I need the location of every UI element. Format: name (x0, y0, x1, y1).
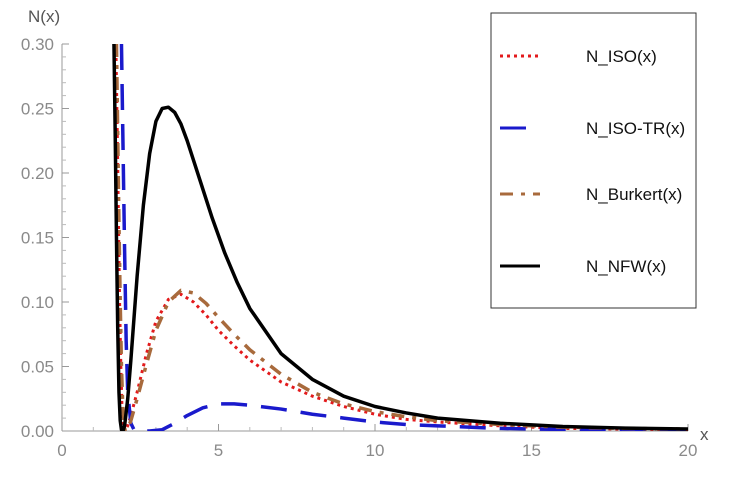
x-tick-label: 0 (57, 441, 66, 460)
y-tick-label: 0.30 (21, 35, 54, 54)
series-layer (112, 44, 688, 431)
x-ticks: 0 5 10 15 20 (57, 424, 697, 460)
legend-items: N_ISO(x) N_ISO-TR(x) N_Burkert(x) N_NFW(x) (500, 47, 685, 276)
x-tick-label: 15 (522, 441, 541, 460)
y-tick-label: 0.25 (21, 100, 54, 119)
x-tick-label: 10 (366, 441, 385, 460)
series-n-burkert-x-legend-label: N_Burkert(x) (586, 185, 682, 204)
legend: N_ISO(x) N_ISO-TR(x) N_Burkert(x) N_NFW(x) (490, 12, 697, 309)
series-n-nfw-x-line (112, 44, 688, 431)
y-axis-title: N(x) (28, 7, 60, 26)
series-n-burkert-x-line (114, 44, 688, 431)
series-n-iso-x-line (114, 44, 688, 431)
y-tick-label: 0.10 (21, 293, 54, 312)
y-tick-label: 0.00 (21, 422, 54, 441)
y-tick-label: 0.15 (21, 229, 54, 248)
y-ticks: 0.00 0.05 0.10 0.15 0.20 0.25 0.30 (21, 35, 69, 441)
series-n-nfw-x-legend-label: N_NFW(x) (586, 257, 666, 276)
legend-box (490, 12, 697, 309)
x-tick-label: 5 (214, 441, 223, 460)
series-n-iso-tr-x-legend-label: N_ISO-TR(x) (586, 119, 685, 138)
x-tick-label: 20 (679, 441, 698, 460)
series-n-iso-tr-x-line (119, 44, 688, 431)
y-tick-label: 0.20 (21, 164, 54, 183)
x-axis-title: x (700, 425, 709, 444)
y-tick-label: 0.05 (21, 358, 54, 377)
series-n-iso-x-legend-label: N_ISO(x) (586, 47, 657, 66)
